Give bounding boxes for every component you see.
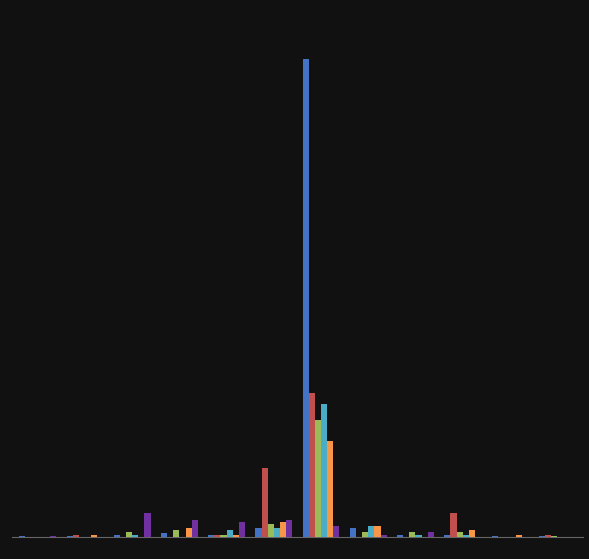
Bar [469, 530, 475, 537]
Bar [362, 532, 368, 537]
Bar [380, 534, 387, 537]
Bar [451, 513, 456, 537]
Bar [333, 526, 339, 537]
Bar [274, 528, 280, 537]
Bar [186, 528, 191, 537]
Bar [409, 532, 415, 537]
Bar [463, 534, 469, 537]
Bar [280, 522, 286, 537]
Bar [428, 532, 434, 537]
Bar [239, 522, 245, 537]
Bar [286, 520, 292, 537]
Bar [50, 536, 56, 537]
Bar [114, 534, 120, 537]
Bar [72, 534, 79, 537]
Bar [456, 532, 463, 537]
Bar [262, 467, 267, 537]
Bar [444, 534, 451, 537]
Bar [91, 534, 97, 537]
Bar [191, 520, 198, 537]
Bar [19, 536, 25, 537]
Bar [315, 420, 321, 537]
Bar [321, 404, 327, 537]
Bar [545, 534, 551, 537]
Bar [327, 441, 333, 537]
Bar [126, 532, 132, 537]
Bar [233, 534, 239, 537]
Bar [214, 534, 220, 537]
Bar [368, 526, 375, 537]
Bar [144, 513, 151, 537]
Bar [551, 536, 557, 537]
Bar [303, 59, 309, 537]
Bar [256, 528, 262, 537]
Bar [173, 530, 180, 537]
Bar [227, 530, 233, 537]
Bar [309, 394, 315, 537]
Bar [350, 528, 356, 537]
Bar [539, 536, 545, 537]
Bar [397, 534, 403, 537]
Bar [220, 534, 227, 537]
Bar [516, 534, 522, 537]
Bar [161, 533, 167, 537]
Bar [415, 534, 422, 537]
Bar [132, 534, 138, 537]
Bar [208, 534, 214, 537]
Bar [375, 526, 380, 537]
Bar [267, 524, 274, 537]
Bar [491, 536, 498, 537]
Bar [67, 536, 72, 537]
